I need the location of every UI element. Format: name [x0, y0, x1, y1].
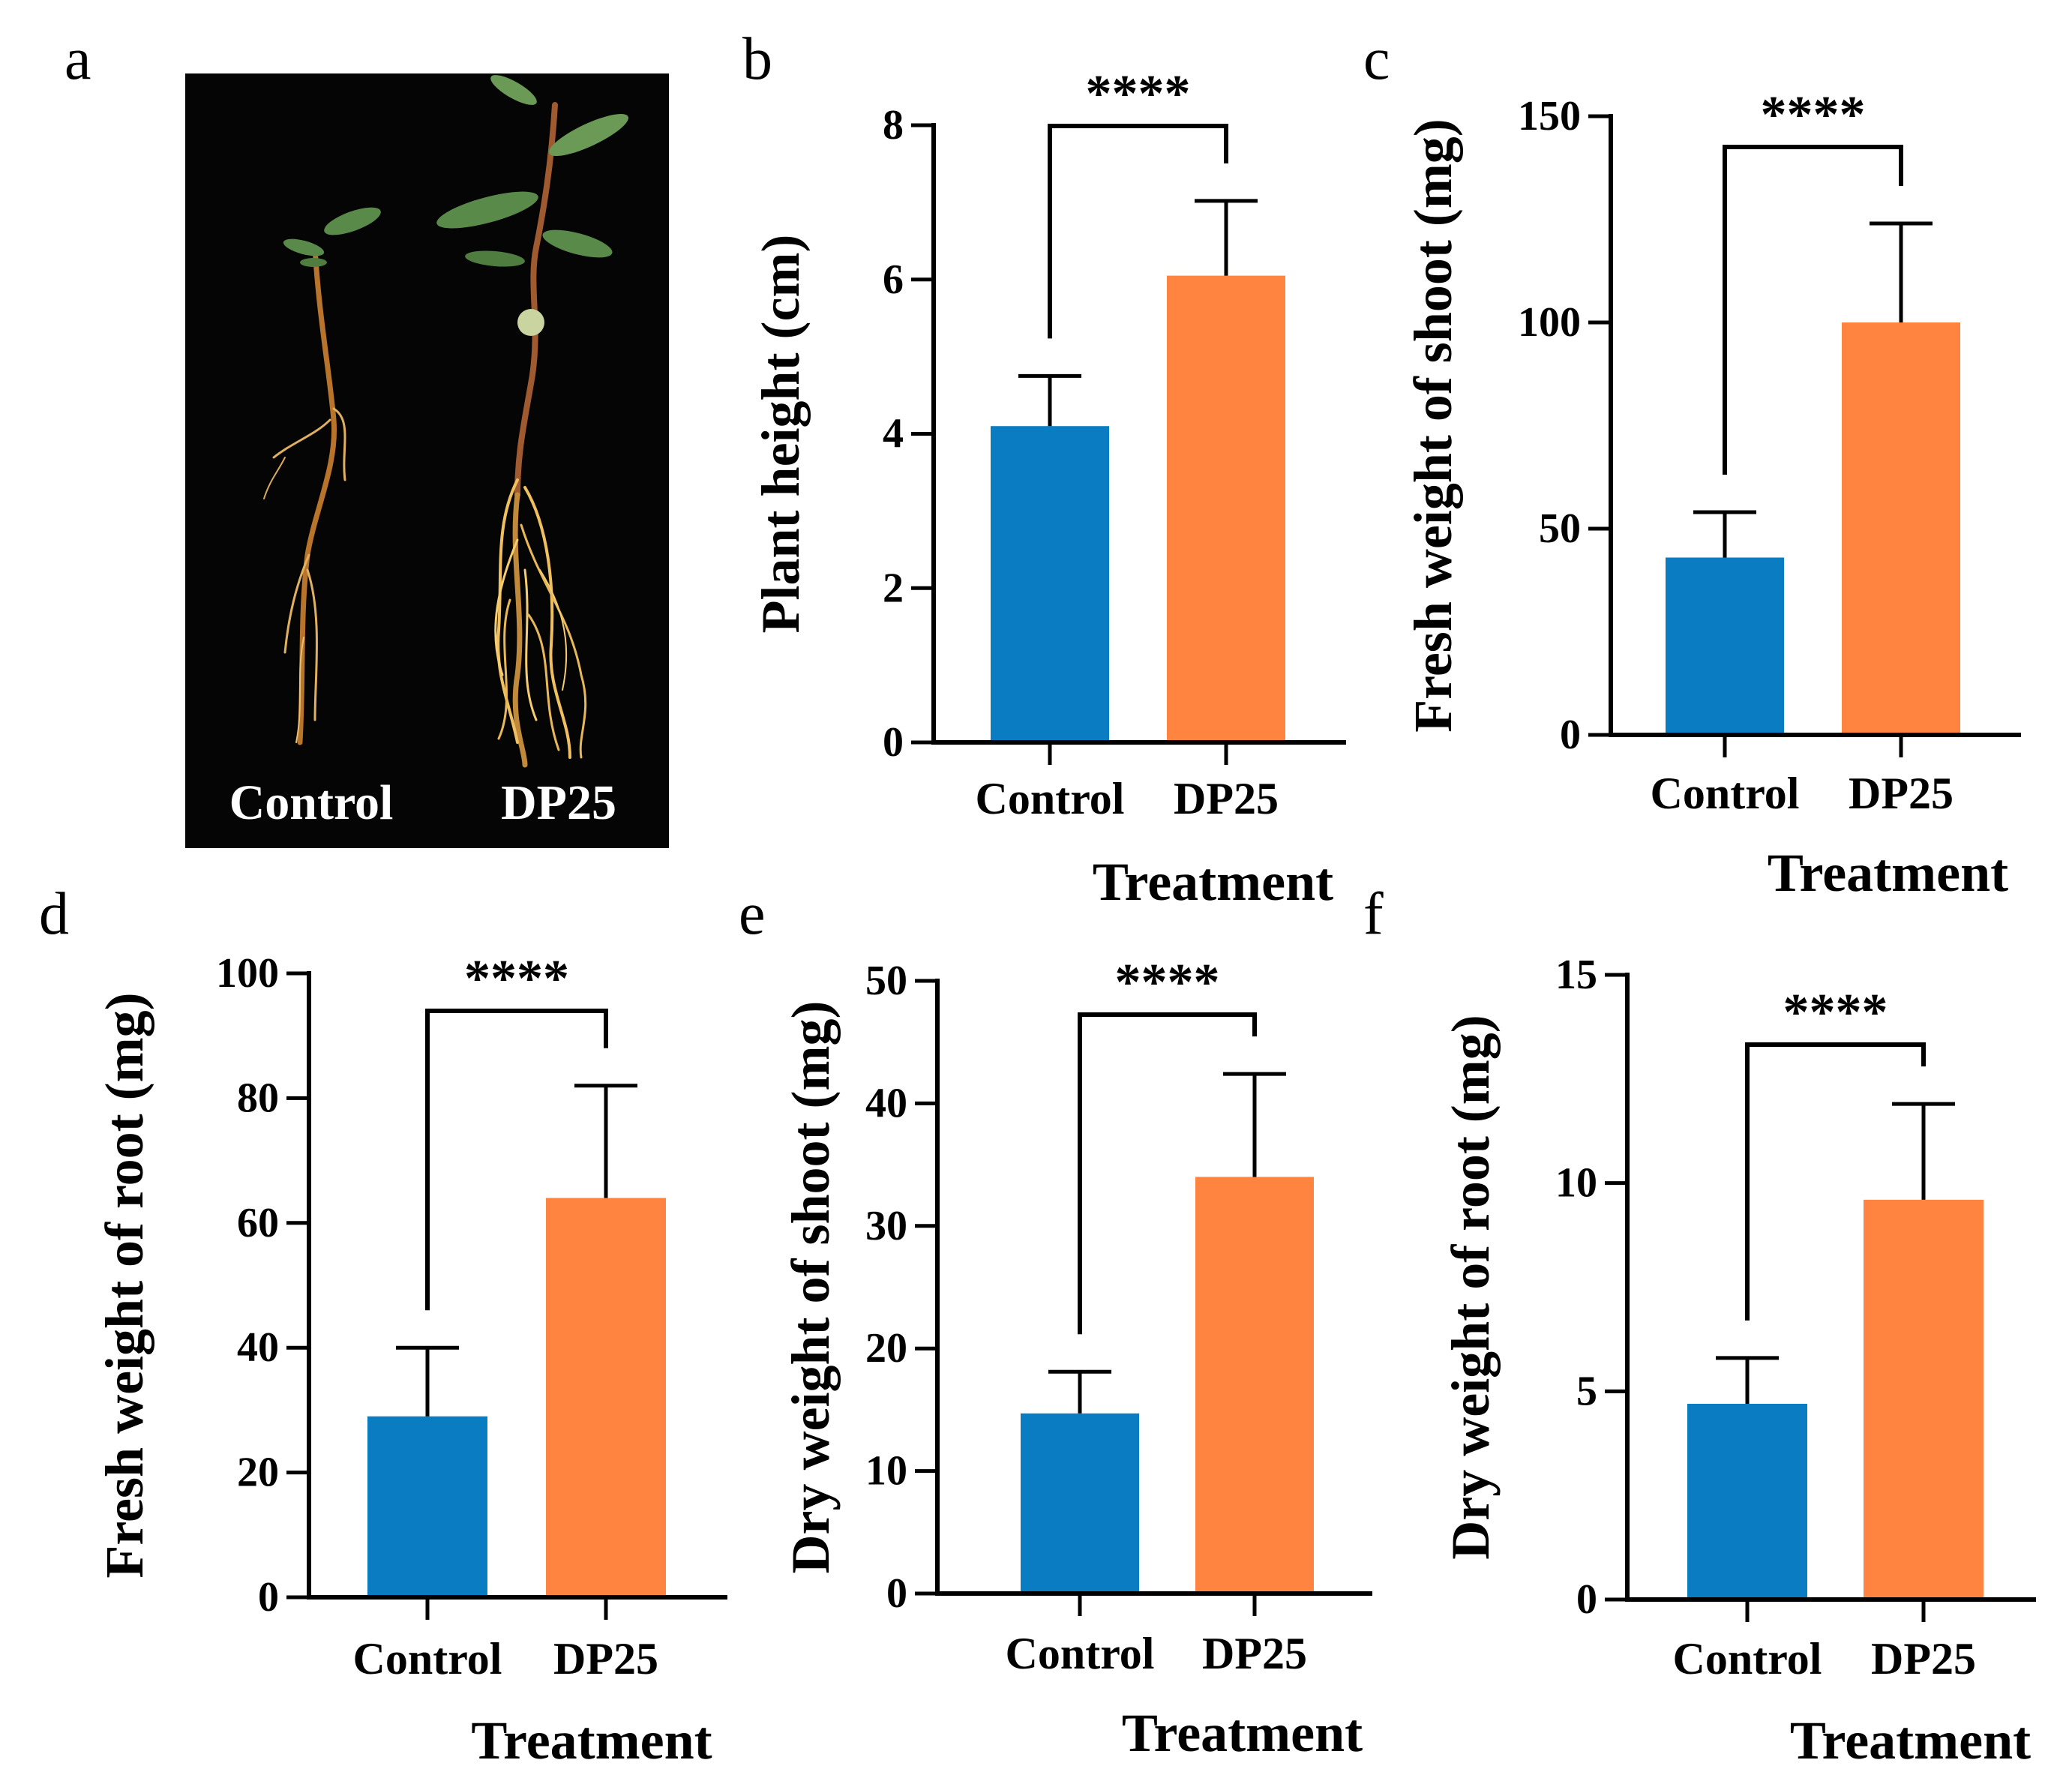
bar-dp25 [546, 1198, 666, 1597]
significance-bracket [1745, 1042, 1926, 1321]
bar-dp25 [1864, 1199, 1984, 1600]
y-tick-label: 20 [237, 1450, 279, 1496]
significance-stars: **** [1783, 984, 1888, 1042]
bar-control [1666, 557, 1784, 735]
dp25-seedling-image [436, 75, 628, 768]
y-tick-label: 8 [883, 102, 904, 148]
chart-plant-height: 0 2 4 6 8 Control DP25 Treatment Plant height (c… [751, 65, 1346, 912]
x-tick-label-control: Control [1006, 1629, 1155, 1678]
x-tick-label-dp25: DP25 [1174, 774, 1279, 823]
panel-letter-c: c [1363, 26, 1390, 92]
y-tick-label: 60 [237, 1200, 279, 1246]
y-tick-label: 10 [1555, 1160, 1597, 1207]
y-tick-label: 40 [237, 1324, 279, 1371]
y-tick-label: 40 [865, 1080, 907, 1126]
x-axis-title: Treatment [1768, 843, 2008, 903]
x-tick-label-dp25: DP25 [1849, 769, 1954, 818]
y-tick-label: 50 [865, 958, 907, 1004]
x-tick-label-control: Control [976, 774, 1125, 823]
y-axis-title: Fresh weight of shoot (mg) [1403, 118, 1463, 733]
y-tick-label: 0 [258, 1574, 279, 1621]
bar-control [1687, 1403, 1807, 1600]
bar-dp25 [1167, 275, 1285, 742]
significance-stars: **** [1086, 65, 1191, 123]
bar-control [991, 426, 1109, 742]
bar-control [1021, 1413, 1139, 1594]
significance-bracket [1048, 124, 1228, 339]
x-axis-title: Treatment [1093, 852, 1333, 912]
y-tick-label: 5 [1576, 1368, 1597, 1414]
y-tick-label: 0 [1576, 1576, 1597, 1623]
x-tick-label-control: Control [1673, 1634, 1822, 1684]
photo-background [185, 73, 669, 848]
y-tick-label: 0 [1560, 712, 1581, 758]
y-tick-label: 15 [1555, 952, 1597, 998]
bar-control [367, 1416, 487, 1597]
y-axis-title: Fresh weight of root (mg) [94, 992, 154, 1578]
bar-dp25 [1842, 322, 1960, 735]
chart-fresh-weight-root: 0 20 40 60 80 100 Control DP25 Treatment Fresh we… [94, 950, 727, 1771]
seedling-photo: Control DP25 [185, 73, 669, 848]
x-tick-label-dp25: DP25 [553, 1634, 658, 1684]
x-axis-title: Treatment [1790, 1711, 2031, 1771]
photo-label-dp25: DP25 [501, 775, 616, 830]
x-tick-label-dp25: DP25 [1202, 1629, 1307, 1678]
significance-stars: **** [1761, 86, 1866, 144]
y-tick-label: 10 [865, 1448, 907, 1495]
x-tick-label-control: Control [1651, 769, 1800, 818]
y-tick-label: 50 [1539, 505, 1581, 552]
x-axis-title: Treatment [471, 1711, 712, 1771]
y-axis-title: Dry weight of root (mg) [1441, 1015, 1501, 1559]
significance-stars: **** [464, 950, 569, 1008]
y-axis-title: Plant height (cm) [751, 235, 811, 634]
y-tick-label: 20 [865, 1325, 907, 1372]
y-tick-label: 0 [883, 719, 904, 766]
y-tick-label: 100 [216, 950, 279, 997]
x-tick-label-dp25: DP25 [1871, 1634, 1976, 1684]
control-seedling-image [263, 207, 381, 745]
bar-dp25 [1195, 1177, 1314, 1594]
panel-letter-e: e [739, 881, 766, 947]
y-tick-label: 30 [865, 1203, 907, 1249]
y-tick-label: 4 [883, 411, 904, 457]
y-tick-label: 0 [886, 1570, 907, 1617]
chart-dry-weight-shoot: 0 10 20 30 40 50 Control DP25 Treatment Dry weigh… [781, 954, 1372, 1763]
x-tick-label-control: Control [353, 1634, 502, 1684]
y-tick-label: 6 [883, 256, 904, 303]
significance-bracket [1078, 1012, 1257, 1335]
y-tick-label: 150 [1518, 93, 1581, 139]
y-tick-label: 2 [883, 565, 904, 611]
significance-bracket [425, 1009, 608, 1311]
photo-label-control: Control [229, 775, 394, 830]
significance-bracket [1723, 145, 1903, 475]
significance-stars: **** [1115, 954, 1220, 1012]
panel-letter-d: d [39, 881, 69, 947]
panel-letter-b: b [742, 26, 772, 92]
panel-letter-a: a [64, 26, 91, 92]
y-tick-label: 100 [1518, 299, 1581, 346]
y-tick-label: 80 [237, 1075, 279, 1121]
panel-letter-f: f [1363, 881, 1384, 947]
chart-fresh-weight-shoot: 0 50 100 150 Control DP25 Treatment Fresh weigh… [1403, 86, 2021, 903]
x-axis-title: Treatment [1122, 1703, 1363, 1763]
y-axis-title: Dry weight of shoot (mg) [781, 1001, 841, 1574]
chart-dry-weight-root: 0 5 10 15 Control DP25 Treatment Dry weight of … [1441, 952, 2036, 1771]
